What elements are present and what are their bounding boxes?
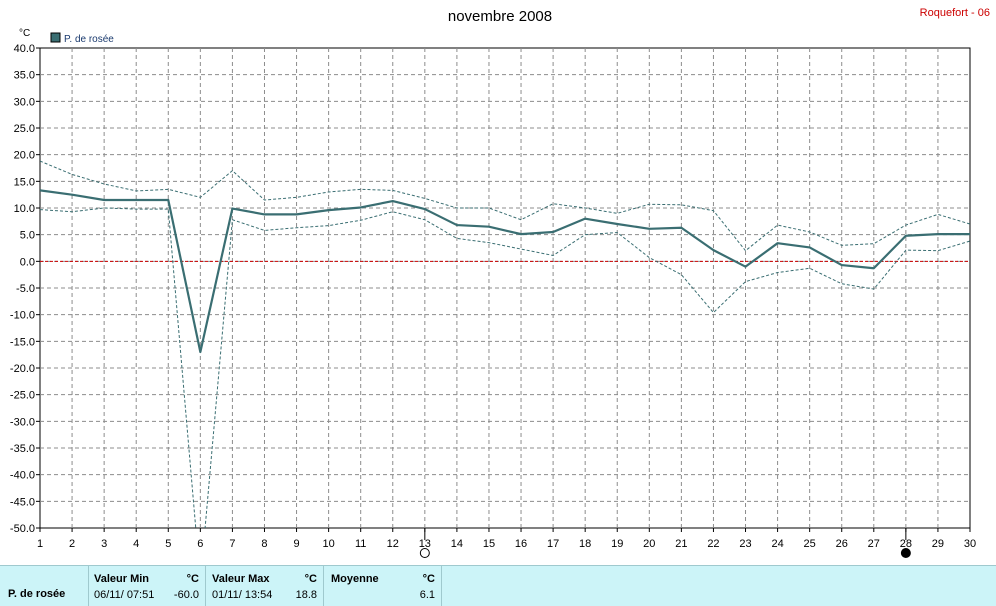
max-unit: °C (304, 573, 317, 585)
x-tick-label: 1 (37, 538, 43, 550)
x-tick-label: 27 (868, 538, 880, 550)
x-tick-label: 11 (355, 538, 366, 550)
x-tick-label: 18 (579, 538, 591, 550)
stats-max: Valeur Max °C 01/11/ 13:54 18.8 (205, 566, 323, 606)
max-label: Valeur Max (212, 573, 270, 585)
y-tick-label: -10.0 (10, 310, 35, 322)
moon-phases (419, 528, 911, 558)
avg-value: 6.1 (419, 589, 435, 601)
x-tick-label: 8 (261, 538, 267, 550)
x-tick-label: 16 (515, 538, 527, 550)
x-tick-label: 26 (836, 538, 848, 550)
x-axis-ticks: 1 2 3 4 5 6 7 8 9 10 11 12 13 14 15 16 17 18 19 20 21 22 23 24 2… (37, 528, 976, 550)
y-tick-label: -45.0 (10, 496, 35, 508)
station-name: Roquefort - 06 (920, 7, 990, 19)
min-date: 06/11/ 07:51 (94, 589, 155, 601)
x-tick-label: 7 (229, 538, 235, 550)
y-tick-label: 10.0 (14, 203, 35, 215)
x-tick-label: 24 (771, 538, 783, 550)
chart-title: novembre 2008 (448, 8, 552, 25)
min-value: -60.0 (173, 589, 199, 601)
x-tick-label: 13 (419, 538, 431, 550)
x-tick-label: 29 (932, 538, 944, 550)
min-label: Valeur Min (94, 573, 150, 585)
y-tick-label: -15.0 (10, 336, 35, 348)
y-tick-label: -35.0 (10, 443, 35, 455)
y-axis-unit: °C (19, 28, 30, 39)
min-unit: °C (186, 573, 199, 585)
max-value: 18.8 (295, 589, 317, 601)
y-tick-label: -20.0 (10, 363, 35, 375)
y-tick-label: -30.0 (10, 416, 35, 428)
x-tick-label: 12 (387, 538, 399, 550)
new-moon-icon (900, 548, 911, 558)
series-line-dashed-1 (40, 160, 970, 252)
series-line-dashed-2 (40, 207, 970, 528)
y-tick-label: 5.0 (20, 230, 35, 242)
y-tick-label: 20.0 (14, 150, 35, 162)
y-tick-label: 25.0 (14, 123, 35, 135)
y-tick-label: 0.0 (20, 256, 35, 268)
y-tick-label: -40.0 (10, 470, 35, 482)
stats-panel: P. de rosée Valeur Min °C 06/11/ 07:51 -… (0, 565, 996, 606)
y-tick-label: 30.0 (14, 96, 35, 108)
legend-label: P. de rosée (64, 34, 114, 45)
x-tick-label: 5 (165, 538, 171, 550)
y-tick-label: 40.0 (14, 43, 35, 55)
x-tick-label: 19 (611, 538, 623, 550)
x-tick-label: 14 (451, 538, 463, 550)
x-tick-label: 23 (739, 538, 751, 550)
avg-unit: °C (422, 573, 435, 585)
y-tick-label: 35.0 (14, 70, 35, 82)
x-tick-label: 9 (293, 538, 299, 550)
y-axis-ticks: 40.0 35.0 30.0 25.0 20.0 15.0 10.0 5.0 0.0 -5.0 -1… (10, 43, 40, 535)
y-tick-label: -50.0 (10, 523, 35, 535)
x-tick-label: 25 (804, 538, 816, 550)
x-tick-label: 22 (707, 538, 719, 550)
y-tick-label: -25.0 (10, 390, 35, 402)
y-tick-label: -5.0 (16, 283, 35, 295)
series-group (40, 160, 970, 528)
x-tick-label: 17 (547, 538, 559, 550)
y-tick-label: 15.0 (14, 176, 35, 188)
x-tick-label: 28 (900, 538, 912, 550)
full-moon-icon (419, 548, 430, 558)
grid (39, 47, 971, 529)
x-tick-label: 4 (133, 538, 139, 550)
x-tick-label: 6 (197, 538, 203, 550)
x-tick-label: 2 (69, 538, 75, 550)
dew-point-chart: novembre 2008 Roquefort - 06 °C P. de ro… (10, 7, 990, 558)
x-tick-label: 30 (964, 538, 976, 550)
stats-avg: Moyenne °C 6.1 (323, 566, 442, 606)
stats-series-label: P. de rosée (8, 588, 66, 600)
legend-swatch (50, 32, 61, 43)
x-tick-label: 10 (322, 538, 334, 550)
x-tick-label: 15 (483, 538, 495, 550)
legend: P. de rosée (50, 32, 114, 45)
x-tick-label: 21 (675, 538, 687, 550)
series-line-main (40, 189, 970, 354)
avg-label: Moyenne (331, 573, 379, 585)
x-tick-label: 3 (101, 538, 107, 550)
x-tick-label: 20 (643, 538, 655, 550)
stats-min: Valeur Min °C 06/11/ 07:51 -60.0 (88, 566, 205, 606)
max-date: 01/11/ 13:54 (212, 589, 273, 601)
